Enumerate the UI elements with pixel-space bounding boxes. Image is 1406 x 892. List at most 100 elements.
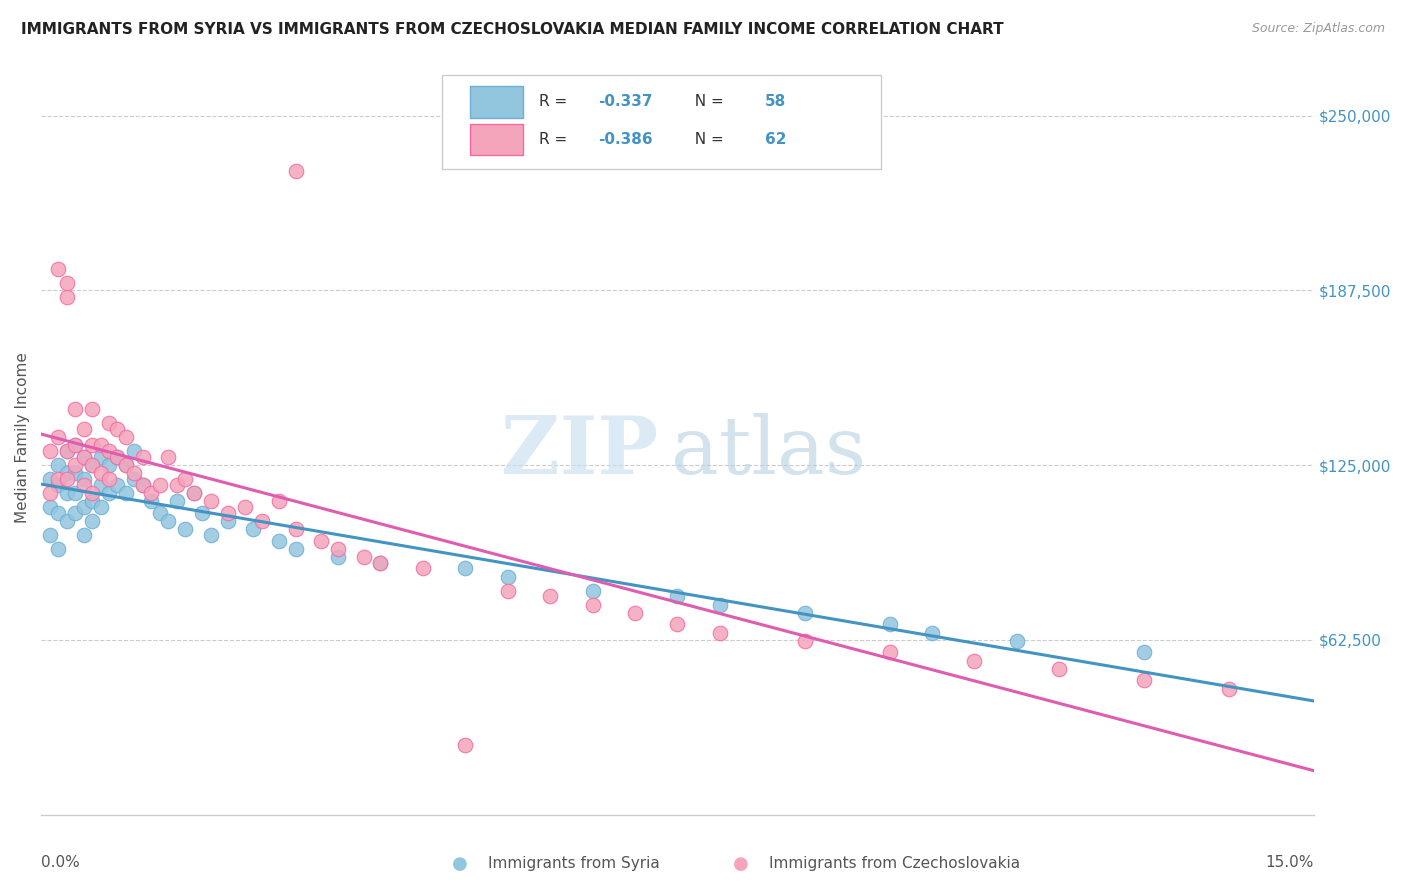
Point (98, 444, 121, 458)
Point (183, 486, 205, 500)
Point (46, 541, 69, 556)
Point (72, 422, 94, 436)
Point (793, 606, 815, 620)
Text: -0.386: -0.386 (599, 132, 654, 147)
Point (107, 450, 129, 464)
Point (46, 472, 69, 486)
Point (63, 438, 86, 452)
Point (55, 444, 77, 458)
Point (72, 450, 94, 464)
Bar (470, 124, 523, 155)
Point (174, 472, 197, 486)
Point (496, 583, 519, 598)
Bar (470, 86, 523, 118)
Point (149, 477, 172, 491)
Text: 15.0%: 15.0% (1265, 855, 1313, 870)
Point (141, 486, 163, 500)
Point (370, 556, 392, 570)
Point (963, 654, 986, 668)
Point (879, 617, 901, 632)
Point (454, 561, 477, 575)
Point (454, 738, 477, 752)
Point (1133, 673, 1156, 688)
Point (89, 450, 111, 464)
Point (80, 494, 103, 508)
Point (538, 590, 561, 604)
Point (46, 430, 69, 444)
Point (581, 598, 603, 612)
Point (98, 416, 121, 430)
Point (284, 164, 307, 178)
Text: ●: ● (451, 855, 467, 872)
Point (166, 477, 188, 491)
Point (132, 477, 155, 491)
Point (55, 472, 77, 486)
Text: R =: R = (538, 95, 572, 110)
Point (72, 450, 94, 464)
Point (63, 467, 86, 481)
Point (496, 570, 519, 584)
Point (115, 458, 138, 472)
Point (80, 402, 103, 417)
Point (115, 458, 138, 472)
Point (63, 402, 86, 417)
Point (326, 550, 349, 565)
Point (46, 477, 69, 491)
Point (326, 541, 349, 556)
Point (124, 467, 146, 481)
Point (284, 541, 307, 556)
Point (709, 598, 731, 612)
Point (46, 458, 69, 472)
Point (879, 645, 901, 659)
Point (624, 606, 647, 620)
Point (38, 486, 60, 500)
Point (217, 514, 239, 528)
Point (107, 422, 129, 436)
Text: 58: 58 (765, 95, 786, 110)
Point (666, 590, 689, 604)
Point (157, 450, 180, 464)
Point (233, 500, 256, 514)
Text: ZIP: ZIP (502, 413, 658, 491)
Point (793, 634, 815, 648)
Point (63, 458, 86, 472)
Y-axis label: Median Family Income: Median Family Income (15, 351, 30, 523)
Point (89, 467, 111, 481)
Point (72, 500, 94, 514)
Point (115, 486, 138, 500)
Point (166, 494, 188, 508)
Point (72, 472, 94, 486)
Text: R =: R = (538, 132, 572, 147)
Point (55, 444, 77, 458)
Text: Immigrants from Czechoslovakia: Immigrants from Czechoslovakia (769, 856, 1019, 871)
Point (38, 528, 60, 542)
Point (581, 583, 603, 598)
Point (1218, 681, 1240, 696)
Point (149, 506, 172, 520)
Text: atlas: atlas (671, 413, 866, 491)
Point (80, 458, 103, 472)
Point (132, 477, 155, 491)
Text: IMMIGRANTS FROM SYRIA VS IMMIGRANTS FROM CZECHOSLOVAKIA MEDIAN FAMILY INCOME COR: IMMIGRANTS FROM SYRIA VS IMMIGRANTS FROM… (21, 22, 1004, 37)
Point (89, 477, 111, 491)
Point (98, 458, 121, 472)
Point (80, 486, 103, 500)
Point (412, 561, 434, 575)
Point (124, 444, 146, 458)
Point (132, 450, 155, 464)
Point (267, 533, 290, 548)
Point (46, 262, 69, 277)
Point (55, 290, 77, 304)
Point (38, 472, 60, 486)
Point (55, 467, 77, 481)
Point (1133, 645, 1156, 659)
Point (107, 477, 129, 491)
Point (63, 506, 86, 520)
Point (115, 430, 138, 444)
Point (107, 450, 129, 464)
Point (200, 494, 222, 508)
Bar (441, 75, 882, 169)
Point (80, 438, 103, 452)
Point (98, 486, 121, 500)
Point (72, 528, 94, 542)
